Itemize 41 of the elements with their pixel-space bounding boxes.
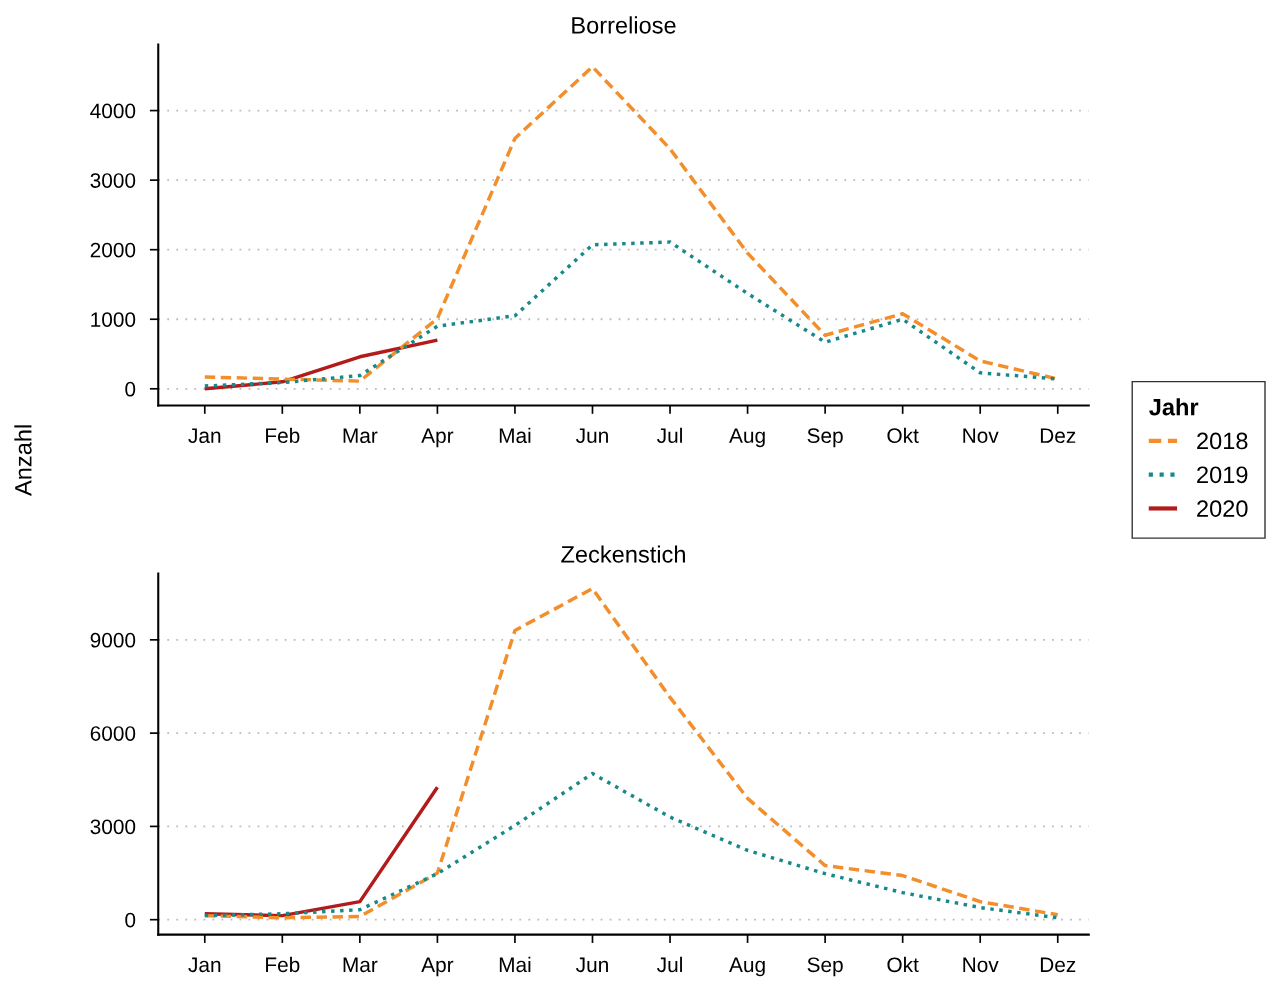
chart-title: Zeckenstich	[561, 545, 685, 563]
x-tick-label: Mai	[499, 427, 531, 444]
y-axis-title: Anzahl	[14, 425, 32, 496]
x-tick-label: Nov	[963, 957, 999, 973]
x-tick-label: Feb	[266, 427, 300, 444]
legend-label: 2020	[1197, 500, 1248, 517]
x-tick-label: Feb	[266, 956, 300, 973]
chart-title: Borreliose	[572, 16, 676, 34]
y-tick-label: 9000	[90, 632, 136, 648]
x-tick-label: Jan	[188, 957, 221, 973]
legend-title: Jahr	[1149, 398, 1199, 416]
x-tick-label: Sep	[807, 428, 843, 448]
y-tick-label: 6000	[90, 726, 136, 741]
x-tick-label: Okt	[887, 956, 919, 973]
x-tick-label: Jul	[657, 956, 682, 973]
x-tick-label: Aug	[729, 428, 765, 448]
y-tick-label: 4000	[90, 103, 136, 119]
line-series	[203, 771, 1060, 920]
x-tick-label: Jun	[576, 428, 608, 444]
x-tick-label: Apr	[421, 957, 454, 977]
y-tick-label: 0	[125, 912, 136, 928]
y-tick-label: 3000	[90, 173, 136, 188]
x-tick-label: Mar	[343, 428, 378, 444]
x-tick-label: Okt	[887, 427, 919, 444]
x-tick-label: Apr	[421, 428, 454, 448]
x-tick-label: Jul	[657, 427, 682, 444]
x-tick-label: Aug	[729, 957, 765, 977]
y-tick-label: 2000	[90, 242, 136, 258]
x-tick-label: Mai	[499, 956, 531, 973]
y-tick-label: 3000	[90, 819, 136, 835]
x-tick-label: Jan	[188, 428, 221, 444]
x-tick-label: Dez	[1040, 428, 1076, 444]
x-tick-label: Sep	[807, 957, 843, 977]
legend-label: 2018	[1197, 432, 1248, 450]
x-tick-label: Nov	[963, 428, 999, 444]
x-tick-label: Mar	[343, 957, 378, 973]
y-tick-label: 1000	[91, 312, 136, 327]
y-tick-label: 0	[125, 381, 136, 397]
legend-label: 2019	[1197, 466, 1248, 484]
x-tick-label: Dez	[1040, 957, 1076, 973]
x-tick-label: Jun	[576, 957, 608, 973]
